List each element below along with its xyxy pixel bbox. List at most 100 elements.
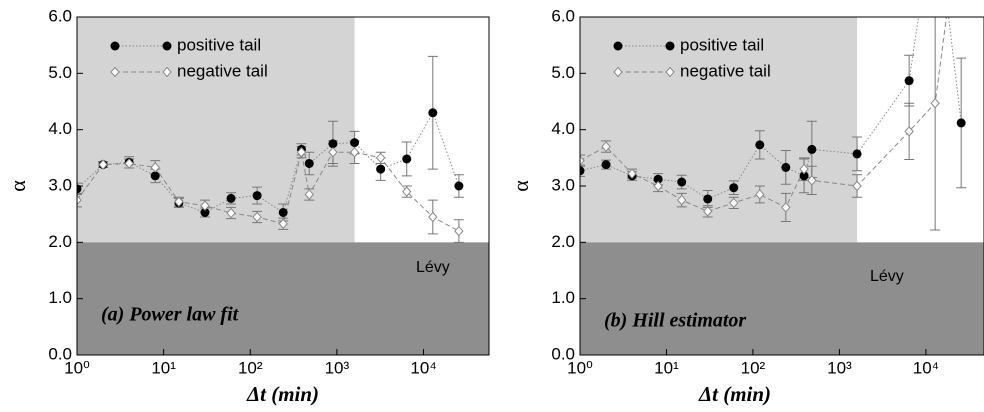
legend-label: negative tail [177, 61, 268, 80]
point [956, 118, 966, 128]
y-tick-label: 5.0 [48, 63, 72, 82]
point [278, 207, 288, 217]
error-bar [580, 164, 585, 177]
point [226, 207, 236, 219]
point [807, 144, 817, 154]
y-tick-label: 6.0 [551, 6, 575, 25]
point [252, 211, 262, 223]
y-axis-label: α [508, 180, 533, 192]
point [77, 184, 82, 194]
x-tick-label: 10¹ [151, 358, 176, 377]
point [852, 149, 862, 159]
panel-label: (a) Power law fit [101, 304, 240, 326]
region-label: Lévy [870, 268, 904, 285]
point [200, 200, 210, 211]
legend-label: positive tail [177, 35, 261, 54]
region [580, 17, 858, 243]
point [703, 194, 713, 204]
y-tick-label: 0.0 [551, 344, 575, 363]
point [454, 181, 464, 191]
point [150, 171, 160, 181]
y-tick-label: 2.0 [48, 232, 72, 251]
region [580, 242, 984, 355]
point [601, 141, 611, 152]
error-bar [580, 154, 585, 167]
panel: 0.0 1.0 2.0 3.0 4.0 5.0 6.0 10⁰ 10¹ 10² 10³ 10⁴ Δt (… [5, 6, 490, 406]
point [729, 197, 739, 209]
point [402, 186, 412, 197]
point [278, 218, 288, 229]
legend-marker [110, 41, 120, 51]
point [350, 138, 360, 148]
point [328, 146, 338, 158]
point [124, 158, 134, 169]
series-line [77, 151, 460, 232]
y-axis-label: α [5, 180, 30, 192]
point [781, 162, 791, 172]
error-bar [930, 17, 941, 231]
x-axis-label: Δt (min) [698, 382, 771, 406]
point [601, 160, 611, 170]
y-tick-label: 5.0 [551, 63, 575, 82]
x-tick-label: 10² [238, 358, 263, 377]
x-tick-label: 10² [741, 358, 766, 377]
point [580, 155, 585, 166]
point [755, 189, 765, 200]
legend-marker [613, 41, 623, 51]
legend-marker [665, 41, 675, 51]
point [729, 183, 739, 193]
point [304, 189, 314, 200]
y-tick-label: 0.0 [48, 344, 72, 363]
panel: 0.0 1.0 2.0 3.0 4.0 5.0 6.0 10⁰ 10¹ 10² 10³ 10⁴ Δt (… [508, 6, 984, 406]
x-tick-label: 10³ [827, 358, 852, 377]
point [98, 159, 108, 170]
point [200, 207, 210, 217]
region [77, 17, 355, 243]
point [150, 162, 160, 173]
y-tick-label: 6.0 [48, 6, 72, 25]
x-tick-label: 10³ [325, 358, 350, 377]
y-tick-label: 4.0 [48, 119, 72, 138]
point [904, 76, 914, 86]
panel-label: (b) Hill estimator [604, 310, 746, 332]
point [677, 194, 687, 206]
point [677, 177, 687, 187]
point [930, 97, 940, 109]
plot-area [580, 17, 984, 355]
point [174, 196, 184, 208]
error-bar [77, 182, 82, 195]
legend-marker [162, 41, 172, 51]
point [328, 139, 338, 149]
x-tick-label: 10¹ [654, 358, 679, 377]
point [799, 171, 809, 181]
x-tick-label: 10⁴ [410, 358, 436, 377]
point [252, 191, 262, 201]
legend-marker [110, 66, 120, 78]
legend-label: negative tail [680, 61, 771, 80]
point [653, 174, 663, 184]
point [653, 180, 663, 192]
point [428, 108, 438, 118]
point [304, 158, 314, 168]
legend-marker [162, 66, 172, 78]
point [296, 146, 307, 158]
point [226, 193, 236, 203]
x-axis-label: Δt (min) [246, 382, 319, 406]
point [349, 146, 360, 158]
y-tick-label: 1.0 [48, 288, 72, 307]
point [454, 225, 464, 237]
series-line [580, 17, 947, 212]
legend-label: positive tail [680, 35, 764, 54]
point [852, 180, 862, 192]
point [428, 211, 438, 223]
point [904, 126, 914, 137]
point [703, 206, 713, 217]
point [781, 202, 791, 213]
point [402, 154, 412, 164]
y-tick-label: 1.0 [551, 288, 575, 307]
x-tick-label: 10⁰ [567, 358, 593, 377]
point [807, 175, 817, 186]
legend-marker [665, 66, 675, 78]
point [799, 163, 809, 175]
